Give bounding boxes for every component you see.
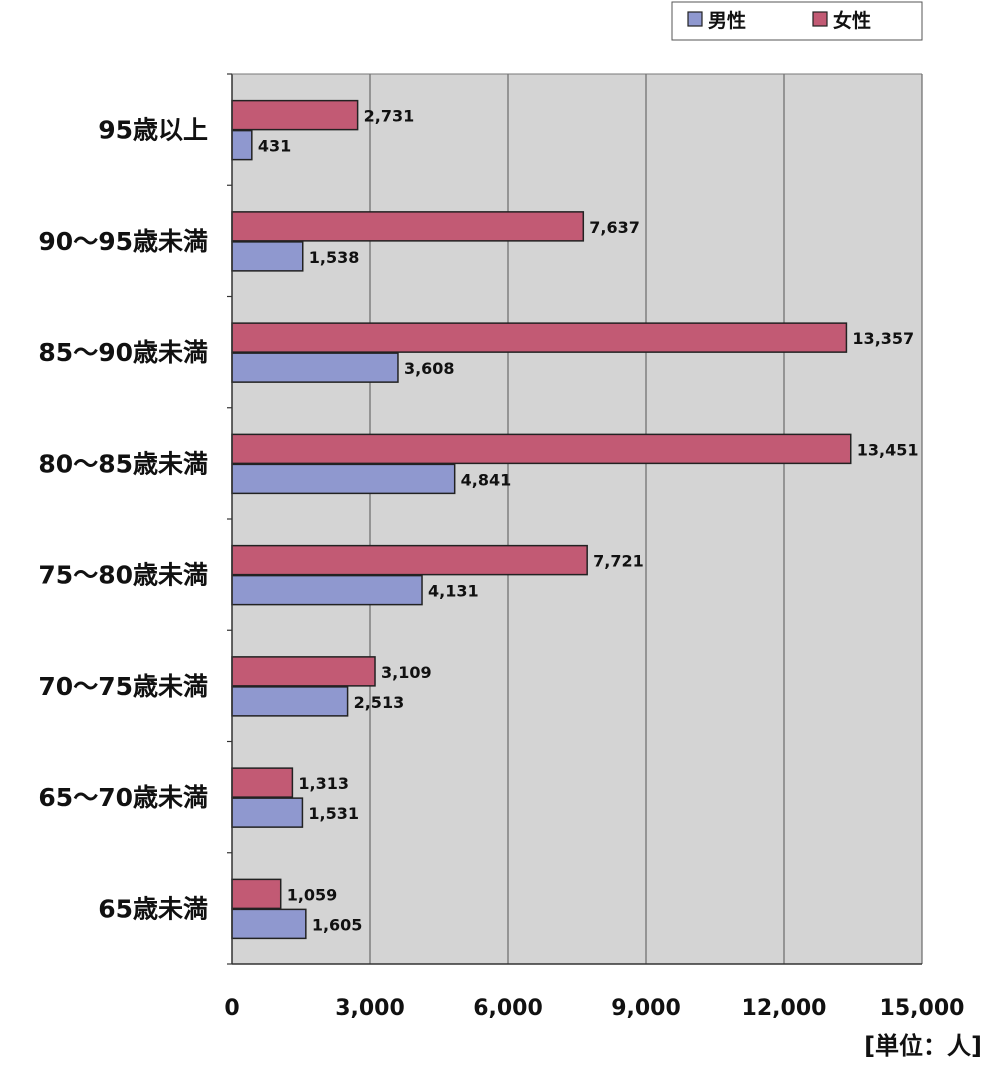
male-bar: [231, 797, 304, 828]
unit-label: [単位：人]: [864, 1032, 982, 1060]
legend-label: 男性: [708, 9, 746, 32]
female-bar: [231, 878, 282, 910]
data-label: 1,605: [312, 915, 363, 934]
female-bar: [231, 656, 376, 687]
data-label: 3,109: [381, 663, 432, 682]
category-label: 75～80歳未満: [38, 561, 208, 590]
data-label: 2,513: [354, 693, 405, 712]
legend: 男性 女性: [671, 1, 923, 41]
x-tick-label: 12,000: [742, 996, 827, 1021]
data-label: 4,131: [428, 582, 479, 601]
x-tick-label: 3,000: [335, 996, 405, 1021]
x-tick-label: 0: [224, 996, 239, 1021]
data-label: 4,841: [461, 470, 512, 489]
male-bar: [231, 686, 349, 717]
data-label: 13,357: [852, 329, 914, 348]
male-bar: [231, 908, 307, 940]
category-label: 80～85歳未満: [38, 449, 208, 478]
female-bar: [231, 433, 852, 465]
category-label: 95歳以上: [98, 116, 208, 145]
legend-swatch: [687, 11, 703, 27]
data-label: 1,313: [298, 774, 349, 793]
female-bar: [231, 544, 588, 576]
category-label: 70～75歳未満: [38, 672, 208, 701]
male-bar: [231, 352, 399, 383]
female-bar: [231, 211, 585, 242]
data-label: 1,531: [308, 804, 359, 823]
data-label: 2,731: [364, 107, 415, 126]
category-label: 65～70歳未満: [38, 783, 208, 812]
data-label: 3,608: [404, 359, 455, 378]
data-label: 1,059: [287, 885, 338, 904]
data-label: 13,451: [857, 440, 919, 459]
female-bar: [231, 767, 294, 798]
legend-box: [671, 1, 923, 41]
plot-area: [232, 74, 922, 964]
x-tick-label: 6,000: [473, 996, 543, 1021]
category-label: 90～95歳未満: [38, 227, 208, 256]
data-label: 7,721: [593, 552, 644, 571]
legend-label: 女性: [833, 9, 871, 32]
x-tick-label: 15,000: [880, 996, 965, 1021]
data-label: 7,637: [589, 218, 640, 237]
x-tick-label: 9,000: [611, 996, 681, 1021]
male-bar: [231, 574, 423, 606]
legend-swatch: [812, 11, 828, 27]
category-label: 65歳未満: [98, 894, 208, 923]
female-bar: [231, 322, 848, 353]
data-label: 1,538: [309, 248, 360, 267]
category-label: 85～90歳未満: [38, 338, 208, 367]
male-bar: [231, 241, 304, 272]
female-bar: [231, 99, 359, 131]
male-bar: [231, 129, 253, 161]
male-bar: [231, 463, 456, 495]
data-label: 431: [258, 137, 291, 156]
